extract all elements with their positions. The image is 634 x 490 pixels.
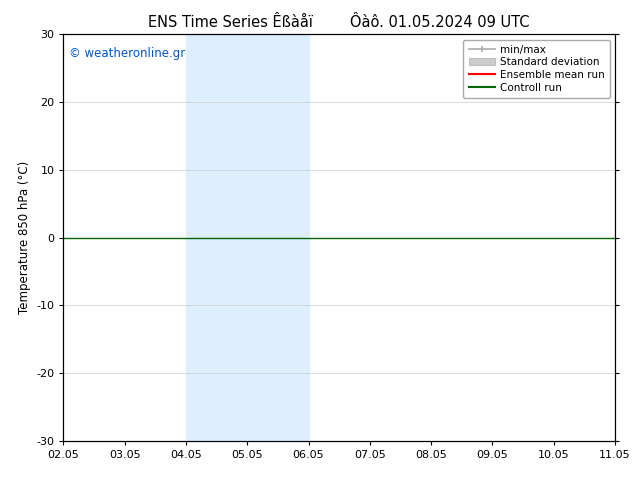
Bar — [615, 34, 634, 441]
Bar — [186, 34, 309, 441]
Text: © weatheronline.gr: © weatheronline.gr — [69, 47, 185, 59]
Legend: min/max, Standard deviation, Ensemble mean run, Controll run: min/max, Standard deviation, Ensemble me… — [463, 40, 610, 98]
Y-axis label: Temperature 850 hPa (°C): Temperature 850 hPa (°C) — [18, 161, 30, 314]
Title: ENS Time Series Êßàåï        Ôàô. 01.05.2024 09 UTC: ENS Time Series Êßàåï Ôàô. 01.05.2024 09… — [148, 15, 530, 30]
